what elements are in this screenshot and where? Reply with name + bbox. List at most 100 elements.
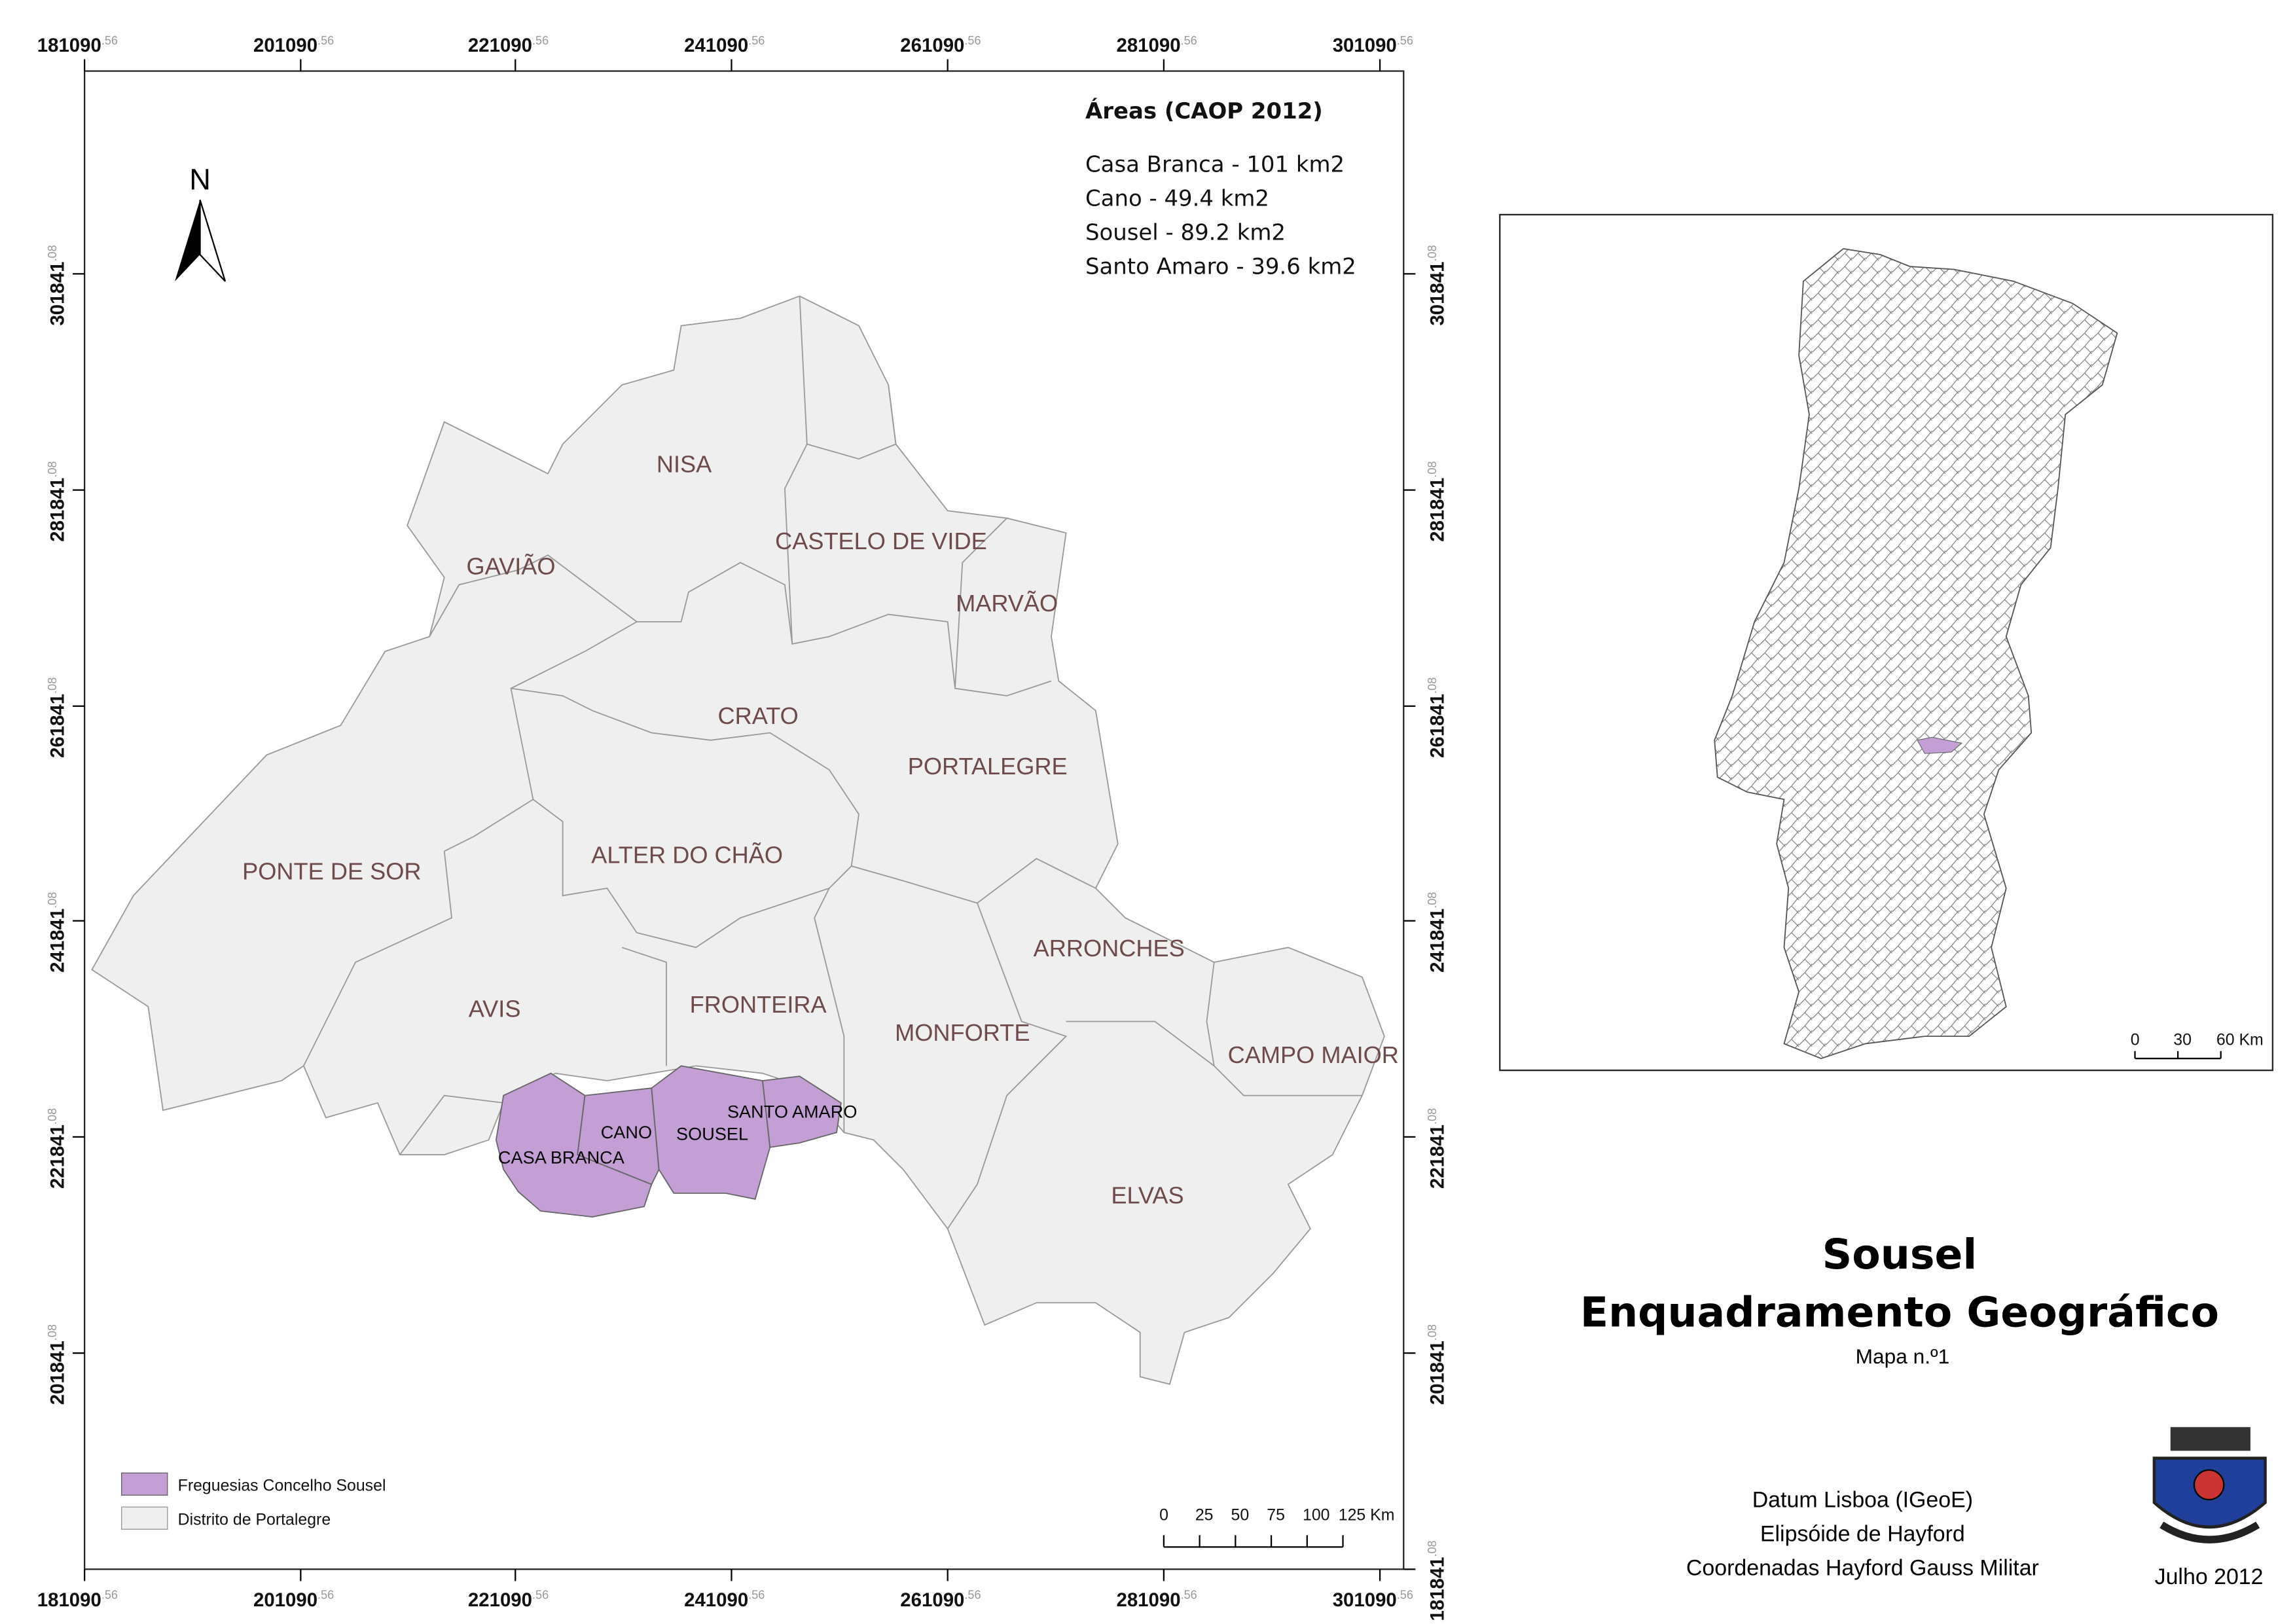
scale-label: 100 [1303, 1506, 1329, 1525]
coordinate-fraction: .56 [317, 1589, 334, 1602]
coordinate-fraction: .08 [46, 1324, 59, 1341]
coordinate-label: 281841.08 [46, 461, 68, 542]
datum: Datum Lisboa (IGeoE) [1752, 1487, 1973, 1512]
coordinate-main: 221841 [46, 1125, 68, 1189]
coordinate-label: 241841.08 [1426, 892, 1448, 973]
coordinate-label: 221841.08 [1426, 1108, 1448, 1189]
coordinate-label: 221090.56 [468, 1589, 549, 1611]
coordinate-main: 261090 [900, 35, 964, 56]
coordinate-fraction: .56 [101, 1589, 118, 1602]
coordinate-main: 201090 [253, 1589, 317, 1611]
coordinate-fraction: .56 [532, 34, 549, 47]
coordinate-main: 261841 [1426, 694, 1448, 758]
municipality-label: PORTALEGRE [908, 753, 1068, 780]
municipality-label: CRATO [718, 702, 799, 729]
coordinate-fraction: .56 [101, 34, 118, 47]
coordinate-label: 201090.56 [253, 34, 334, 56]
parish-cano [577, 1087, 660, 1185]
parish-casa-branca [495, 1072, 653, 1218]
coordinate-main: 221090 [468, 1589, 532, 1611]
coordinate-main: 201841 [1426, 1341, 1448, 1405]
coordinate-label: 281090.56 [1117, 34, 1197, 56]
coordinate-main: 301841 [1426, 261, 1448, 325]
legend-label: Distrito de Portalegre [178, 1510, 331, 1528]
parish-label: CASA BRANCA [498, 1147, 625, 1168]
coordinate-main: 241090 [684, 1589, 748, 1611]
coordinate-fraction: .08 [46, 245, 59, 261]
coordinate-main: 301090 [1333, 35, 1397, 56]
coordinate-fraction: .56 [1397, 1589, 1413, 1602]
area-line: Santo Amaro - 39.6 km2 [1085, 253, 1356, 279]
parish-sousel [651, 1065, 771, 1200]
coordinate-main: 181841 [1426, 1557, 1448, 1621]
scale-label: 75 [1267, 1506, 1285, 1525]
municipal-boundaries [303, 296, 1362, 1229]
scale-label: 25 [1195, 1506, 1214, 1525]
coordinate-fraction: .08 [1426, 461, 1439, 478]
coordinate-main: 261090 [900, 1589, 964, 1611]
coordinate-fraction: .08 [46, 1108, 59, 1125]
coordinate-fraction: .56 [1397, 34, 1413, 47]
coordinate-fraction: .56 [1181, 34, 1197, 47]
title: Sousel [1822, 1230, 1978, 1278]
scale-label: 50 [1231, 1506, 1250, 1525]
coordinate-label: 181841.08 [1426, 1540, 1448, 1621]
coordinate-label: 301841.08 [46, 245, 68, 325]
parish-label: CANO [601, 1122, 652, 1142]
coordinate-main: 181090 [37, 1589, 101, 1611]
areas-title: Áreas (CAOP 2012) [1085, 98, 1323, 124]
municipality-label: CAMPO MAIOR [1228, 1041, 1399, 1068]
coordinate-label: 201841.08 [46, 1324, 68, 1405]
coordinate-fraction: .56 [317, 34, 334, 47]
area-line: Casa Branca - 101 km2 [1085, 151, 1345, 177]
coordinate-label: 301090.56 [1333, 34, 1413, 56]
coordinate-label: 181090.56 [37, 34, 118, 56]
parishes-sousel [495, 1065, 842, 1218]
datum: Coordenadas Hayford Gauss Militar [1686, 1555, 2039, 1580]
parish-label: SOUSEL [676, 1123, 748, 1144]
coordinate-label: 241090.56 [684, 1589, 765, 1611]
scale-label: 30 [2173, 1031, 2192, 1049]
coordinate-main: 241090 [684, 35, 748, 56]
municipality-label: ARRONCHES [1034, 935, 1185, 962]
coordinate-main: 241841 [46, 909, 68, 973]
legend-swatch [121, 1506, 168, 1530]
coordinate-main: 281841 [1426, 478, 1448, 542]
coordinate-label: 281090.56 [1117, 1589, 1197, 1611]
coordinate-fraction: .08 [1426, 1324, 1439, 1341]
north-arrow [199, 199, 226, 282]
coordinate-label: 261090.56 [900, 34, 981, 56]
coordinate-label: 201090.56 [253, 1589, 334, 1611]
north-label: N [189, 162, 211, 196]
coordinate-label: 221841.08 [46, 1108, 68, 1189]
map-number: Mapa n.º1 [1856, 1344, 1950, 1368]
coordinate-main: 301090 [1333, 1589, 1397, 1611]
coordinate-label: 221090.56 [468, 34, 549, 56]
municipality-label: MARVÃO [956, 590, 1058, 617]
coordinate-fraction: .08 [46, 461, 59, 478]
municipality-label: PONTE DE SOR [242, 857, 421, 884]
coordinate-main: 201090 [253, 35, 317, 56]
coordinate-fraction: .56 [748, 34, 765, 47]
coordinate-fraction: .56 [1181, 1589, 1197, 1602]
coordinate-main: 281090 [1117, 1589, 1181, 1611]
coordinate-label: 261841.08 [46, 677, 68, 758]
coordinate-label: 241090.56 [684, 34, 765, 56]
municipality-label: GAVIÃO [466, 553, 555, 580]
scale-label: 60 Km [2216, 1031, 2264, 1049]
scale-label: 0 [1159, 1506, 1168, 1525]
coordinate-main: 221090 [468, 35, 532, 56]
inset-portugal [1714, 247, 2118, 1060]
coordinate-fraction: .08 [46, 892, 59, 909]
municipality-label: ELVAS [1111, 1182, 1184, 1209]
coordinate-fraction: .56 [964, 34, 981, 47]
coordinate-main: 301841 [46, 261, 68, 325]
coordinate-fraction: .56 [748, 1589, 765, 1602]
coordinate-fraction: .56 [532, 1589, 549, 1602]
coordinate-main: 181090 [37, 35, 101, 56]
coordinate-fraction: .08 [1426, 892, 1439, 909]
coat-of-arms [2152, 1427, 2267, 1543]
coordinate-label: 261841.08 [1426, 677, 1448, 758]
